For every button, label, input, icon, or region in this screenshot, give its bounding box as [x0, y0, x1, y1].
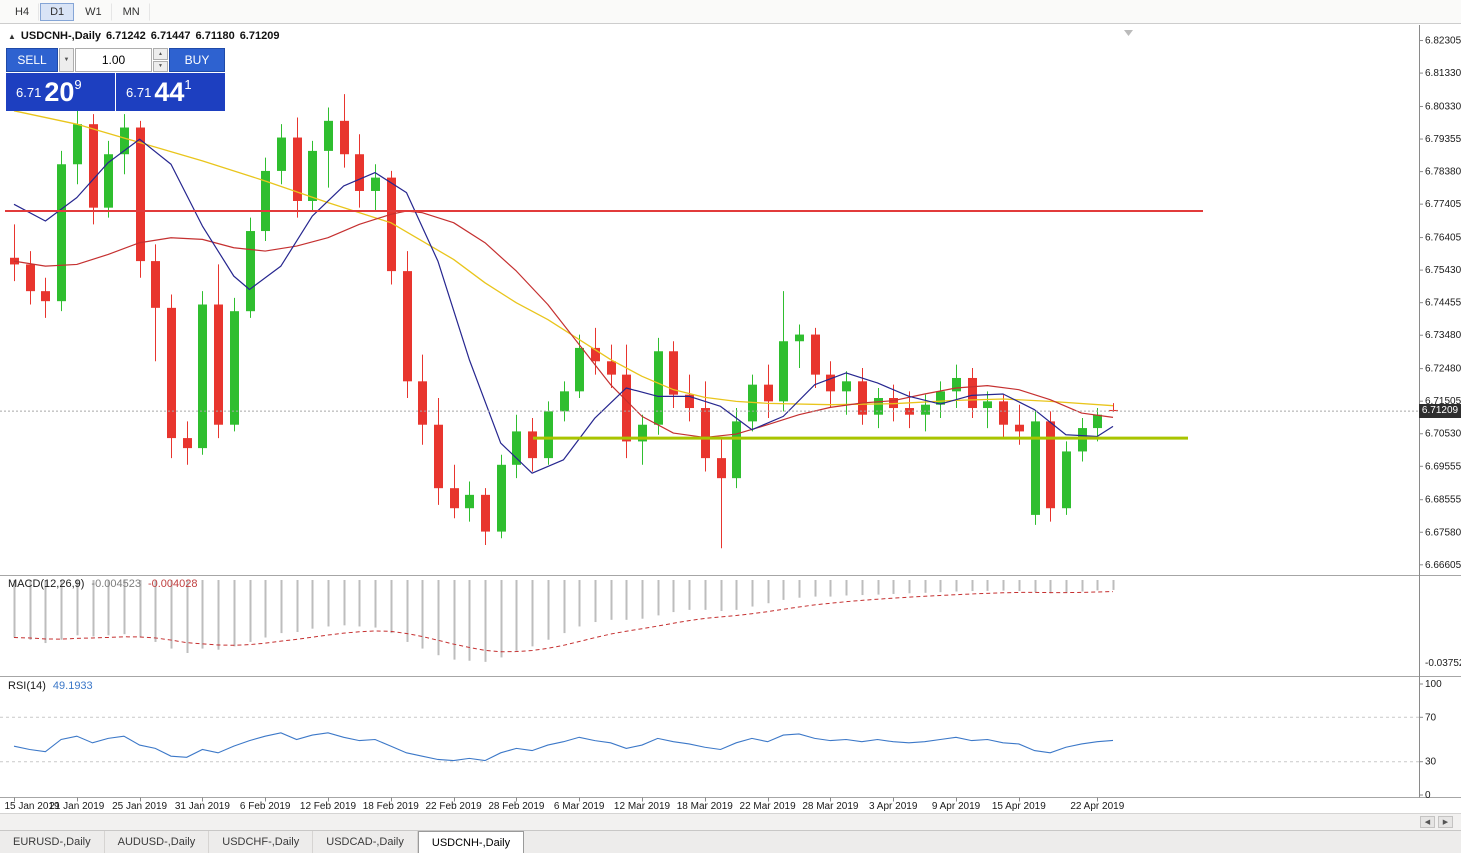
price-axis-label-13: 6.69555 — [1425, 461, 1461, 472]
date-axis-label: 15 Jan 2019 — [4, 801, 59, 812]
price-axis-label-12: 6.70530 — [1425, 429, 1461, 440]
rsi-label: RSI(14) 49.1933 — [8, 680, 93, 692]
chart-title: ▲ USDCNH-,Daily 6.71242 6.71447 6.71180 … — [8, 30, 279, 42]
ma-fast-blue — [13, 138, 1114, 474]
price-axis-label-0: 6.82305 — [1425, 36, 1461, 47]
price-axis-label-16: 6.66605 — [1425, 560, 1461, 571]
date-axis-label: 12 Mar 2019 — [614, 801, 671, 812]
buy-price-button[interactable]: 6.71 44 1 — [116, 73, 225, 111]
price-axis-label-15: 6.67580 — [1425, 527, 1461, 538]
date-axis-label: 28 Feb 2019 — [488, 801, 545, 812]
ohlc-high: 6.71447 — [150, 30, 191, 42]
macd-name: MACD(12,26,9) — [8, 578, 85, 590]
macd-main-value: -0.004523 — [91, 578, 141, 590]
date-axis-label: 22 Feb 2019 — [426, 801, 483, 812]
buy-price-prefix: 6.71 — [126, 84, 152, 100]
timeframe-toolbar: H4 D1 W1 MN — [0, 0, 1461, 24]
price-axis-label-1: 6.81330 — [1425, 68, 1461, 79]
macd-histogram — [13, 580, 1115, 662]
candles-group — [10, 94, 1118, 549]
price-axis-label-7: 6.75430 — [1425, 265, 1461, 276]
date-axis-label: 12 Feb 2019 — [300, 801, 357, 812]
chart-tab-bar: EURUSD-,Daily AUDUSD-,Daily USDCHF-,Daily U… — [0, 830, 1461, 853]
macd-signal-line — [13, 591, 1114, 653]
price-axis-label-14: 6.68555 — [1425, 495, 1461, 506]
rsi-axis-label-0: 0 — [1425, 790, 1431, 801]
sell-price-button[interactable]: 6.71 20 9 — [6, 73, 115, 111]
ohlc-close: 6.71209 — [239, 30, 280, 42]
volume-input[interactable] — [75, 48, 152, 72]
date-axis-label: 22 Mar 2019 — [740, 801, 797, 812]
sell-price-prefix: 6.71 — [16, 84, 42, 100]
ma-slow-yellow — [13, 110, 1114, 407]
chart-symbol: USDCNH-,Daily — [20, 30, 101, 42]
tab-scroll-right-button[interactable]: ▶ — [1438, 816, 1453, 828]
rsi-value: 49.1933 — [52, 680, 93, 692]
date-axis-label: 21 Jan 2019 — [49, 801, 104, 812]
date-axis-label: 15 Apr 2019 — [992, 801, 1046, 812]
price-axis-label-3: 6.79355 — [1425, 134, 1461, 145]
date-axis-label: 28 Mar 2019 — [802, 801, 859, 812]
chart-tab-2[interactable]: AUDUSD-,Daily — [104, 831, 210, 853]
date-axis-label: 25 Jan 2019 — [112, 801, 167, 812]
horizontal-scrollbar[interactable]: ◀ ▶ — [0, 813, 1461, 830]
macd-label: MACD(12,26,9) -0.004523 -0.004028 — [8, 578, 198, 590]
date-axis-label: 18 Feb 2019 — [363, 801, 420, 812]
macd-axis-label: -0.03752 — [1425, 658, 1461, 669]
price-axis-label-2: 6.80330 — [1425, 101, 1461, 112]
volume-decrease-button[interactable]: ▼ — [153, 60, 168, 72]
date-axis-label: 18 Mar 2019 — [677, 801, 734, 812]
rsi-axis-label-70: 70 — [1425, 712, 1437, 723]
timeframe-button-mn[interactable]: MN — [113, 2, 150, 21]
price-axis-label-5: 6.77405 — [1425, 199, 1461, 210]
date-axis-label: 31 Jan 2019 — [175, 801, 230, 812]
date-axis-label: 6 Feb 2019 — [240, 801, 291, 812]
ohlc-open: 6.71242 — [106, 30, 146, 42]
ohlc-low: 6.71180 — [195, 30, 235, 42]
one-click-trading-panel: SELL ▼ ▲ ▼ BUY 6.71 20 9 6.71 44 1 — [6, 48, 225, 111]
rsi-axis-label-100: 100 — [1425, 679, 1442, 690]
buy-price-big-digits: 44 — [154, 76, 185, 107]
price-axis-label-9: 6.73480 — [1425, 330, 1461, 341]
date-axis-label: 9 Apr 2019 — [932, 801, 981, 812]
current-price-tag: 6.71209 — [1419, 404, 1461, 419]
chart-tab-5[interactable]: USDCNH-,Daily — [417, 831, 525, 853]
ma-mid-red — [13, 210, 1114, 439]
date-axis-label: 22 Apr 2019 — [1070, 801, 1124, 812]
chart-tab-4[interactable]: USDCAD-,Daily — [313, 831, 418, 853]
one-click-price-row: 6.71 20 9 6.71 44 1 — [6, 73, 225, 111]
tab-scroll-left-button[interactable]: ◀ — [1420, 816, 1435, 828]
timeframe-button-w1[interactable]: W1 — [75, 2, 112, 21]
price-axis-label-10: 6.72480 — [1425, 364, 1461, 375]
buy-button[interactable]: BUY — [169, 48, 225, 72]
rsi-line — [13, 732, 1114, 762]
one-click-collapse-icon[interactable]: ▲ — [8, 31, 16, 41]
price-axis-label-6: 6.76405 — [1425, 233, 1461, 244]
chart-shift-marker — [1124, 30, 1133, 36]
rsi-axis-label-30: 30 — [1425, 757, 1437, 768]
date-axis-label: 6 Mar 2019 — [554, 801, 605, 812]
volume-stepper: ▲ ▼ — [153, 48, 168, 72]
chart-tab-3[interactable]: USDCHF-,Daily — [209, 831, 314, 853]
timeframe-button-h4[interactable]: H4 — [5, 2, 40, 21]
rsi-name: RSI(14) — [8, 680, 46, 692]
chart-tab-1[interactable]: EURUSD-,Daily — [0, 831, 105, 853]
volume-increase-button[interactable]: ▲ — [153, 48, 168, 60]
date-axis-label: 3 Apr 2019 — [869, 801, 918, 812]
price-axis-label-4: 6.78380 — [1425, 167, 1461, 178]
sell-price-big-digits: 20 — [44, 76, 75, 107]
buy-price-pip-digit: 1 — [184, 77, 192, 92]
timeframe-button-d1[interactable]: D1 — [40, 2, 75, 21]
sell-button[interactable]: SELL — [6, 48, 58, 72]
volume-dropdown-icon[interactable]: ▼ — [59, 48, 74, 72]
one-click-top-row: SELL ▼ ▲ ▼ BUY — [6, 48, 225, 72]
price-axis-label-11: 6.71505 — [1425, 396, 1461, 407]
sell-price-pip-digit: 9 — [74, 77, 82, 92]
price-axis-label-8: 6.74455 — [1425, 298, 1461, 309]
macd-signal-value: -0.004028 — [147, 578, 198, 590]
